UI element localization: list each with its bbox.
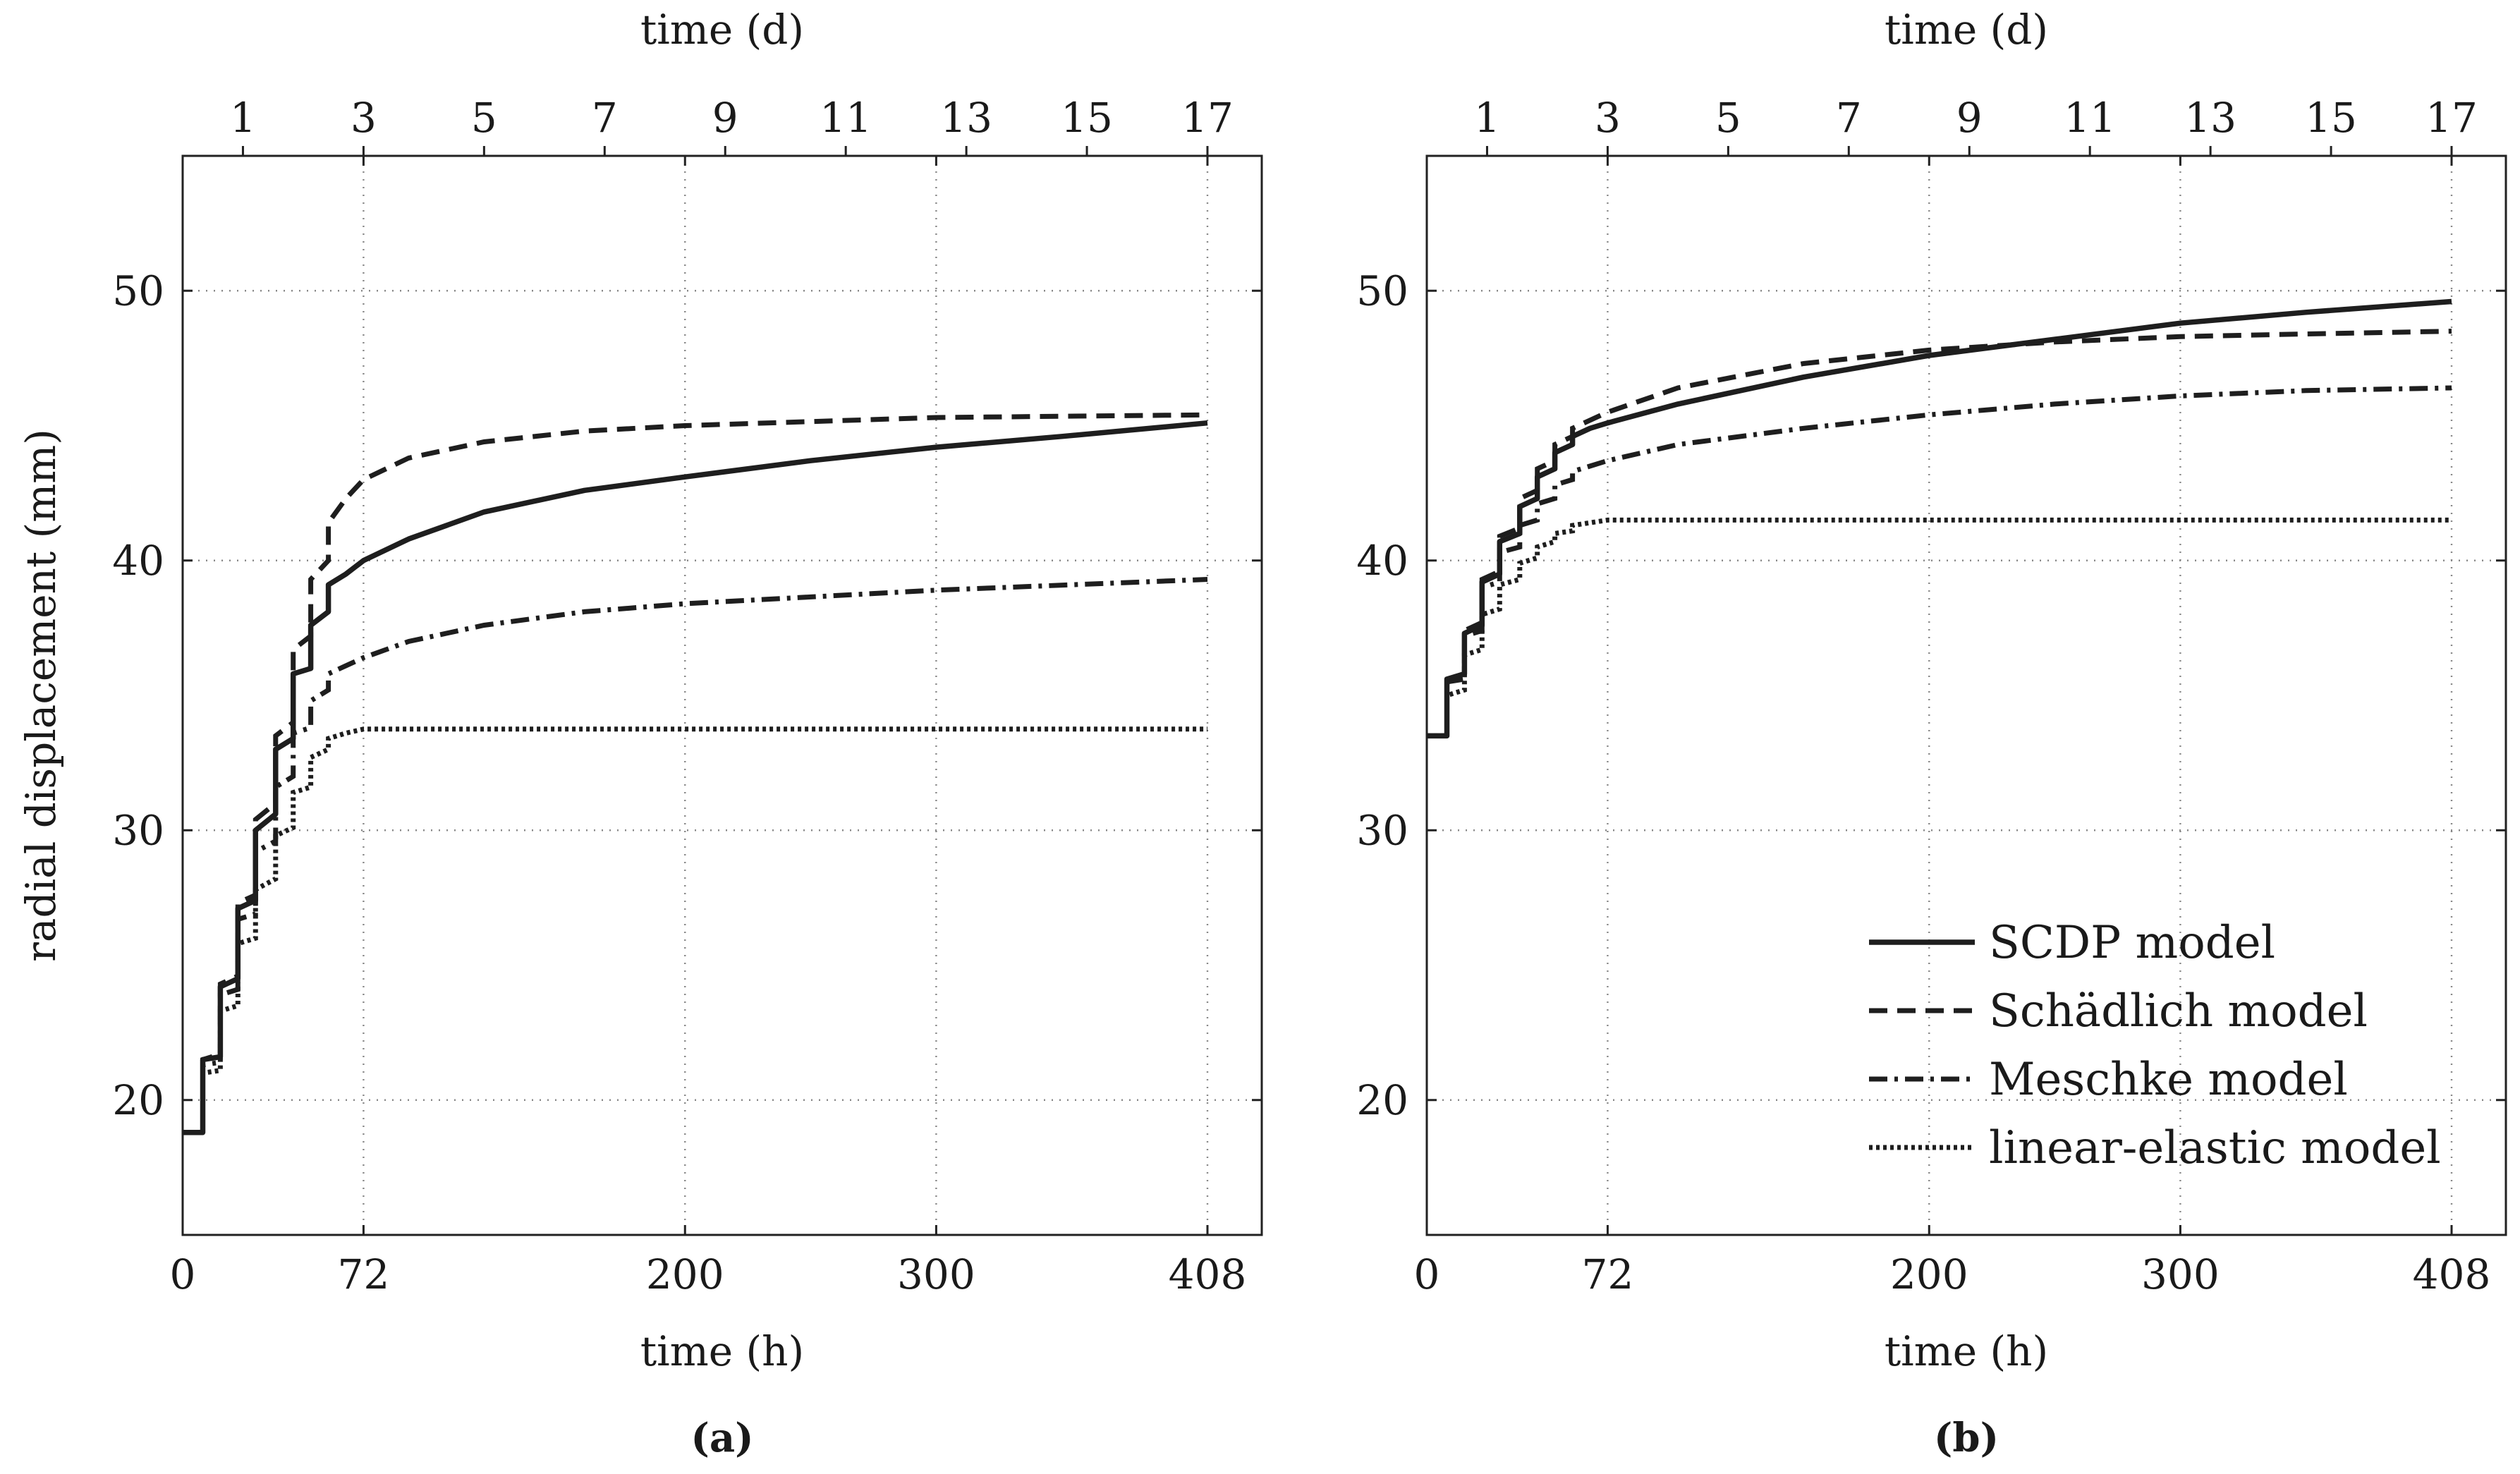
x-tick-label: 0 xyxy=(1414,1250,1440,1298)
series-line-3 xyxy=(1427,385,2452,738)
x2-tick-label: 1 xyxy=(1474,94,1500,142)
x-tick-label: 72 xyxy=(338,1250,390,1298)
y-tick-label: 20 xyxy=(112,1076,164,1124)
plot-frame xyxy=(1425,154,2507,1236)
x2-tick-label: 13 xyxy=(2184,94,2236,142)
x2-tick-label: 7 xyxy=(1836,94,1862,142)
legend-entry: SCDP model xyxy=(1989,917,2275,969)
y-tick-label: 40 xyxy=(1356,537,1408,585)
panel-caption: (a) xyxy=(690,1415,753,1461)
series-line-1 xyxy=(183,420,1208,1135)
x-axis-label: time (h) xyxy=(1885,1327,2048,1375)
x-tick-label: 72 xyxy=(1582,1250,1634,1298)
x2-tick-label: 5 xyxy=(471,94,497,142)
x2-tick-label: 11 xyxy=(820,94,872,142)
legend-entry: Schädlich model xyxy=(1989,985,2368,1037)
x2-tick-label: 9 xyxy=(1956,94,1983,142)
x2-tick-label: 3 xyxy=(1595,94,1621,142)
x-tick-label: 408 xyxy=(2413,1250,2491,1298)
x-tick-label: 408 xyxy=(1169,1250,1247,1298)
series-line-1 xyxy=(1427,298,2452,739)
y-tick-label: 50 xyxy=(1356,267,1408,315)
legend-entry: Meschke model xyxy=(1989,1054,2348,1106)
x2-tick-label: 7 xyxy=(592,94,618,142)
series-line-2 xyxy=(1427,329,2452,738)
x-tick-label: 0 xyxy=(170,1250,196,1298)
x-tick-label: 300 xyxy=(2141,1250,2220,1298)
x2-axis-label: time (d) xyxy=(1885,6,2048,54)
x2-tick-label: 15 xyxy=(2305,94,2357,142)
series-line-4 xyxy=(1427,517,2452,738)
y-tick-label: 40 xyxy=(112,537,164,585)
series-line-3 xyxy=(183,577,1208,1135)
x-axis-label: time (h) xyxy=(640,1327,804,1375)
legend-entry: linear-elastic model xyxy=(1989,1122,2441,1174)
x2-tick-label: 5 xyxy=(1715,94,1741,142)
x-tick-label: 300 xyxy=(897,1250,975,1298)
x2-tick-label: 17 xyxy=(2425,94,2478,142)
y-axis-label: radial displacement (mm) xyxy=(17,429,65,962)
y-tick-label: 30 xyxy=(1356,806,1408,854)
x2-tick-label: 13 xyxy=(940,94,992,142)
x2-tick-label: 11 xyxy=(2064,94,2116,142)
plot-frame xyxy=(181,154,1263,1236)
x-tick-label: 200 xyxy=(1890,1250,1968,1298)
series-line-2 xyxy=(183,412,1208,1135)
y-tick-label: 30 xyxy=(112,806,164,854)
x-tick-label: 200 xyxy=(646,1250,724,1298)
series-line-4 xyxy=(183,726,1207,1135)
x2-tick-label: 1 xyxy=(230,94,256,142)
x2-tick-label: 15 xyxy=(1061,94,1113,142)
x2-tick-label: 9 xyxy=(712,94,738,142)
y-tick-label: 20 xyxy=(1356,1076,1408,1124)
panel-caption: (b) xyxy=(1934,1415,1999,1461)
x2-axis-label: time (d) xyxy=(640,6,804,54)
x2-tick-label: 3 xyxy=(351,94,377,142)
x2-tick-label: 17 xyxy=(1181,94,1234,142)
y-tick-label: 50 xyxy=(112,267,164,315)
